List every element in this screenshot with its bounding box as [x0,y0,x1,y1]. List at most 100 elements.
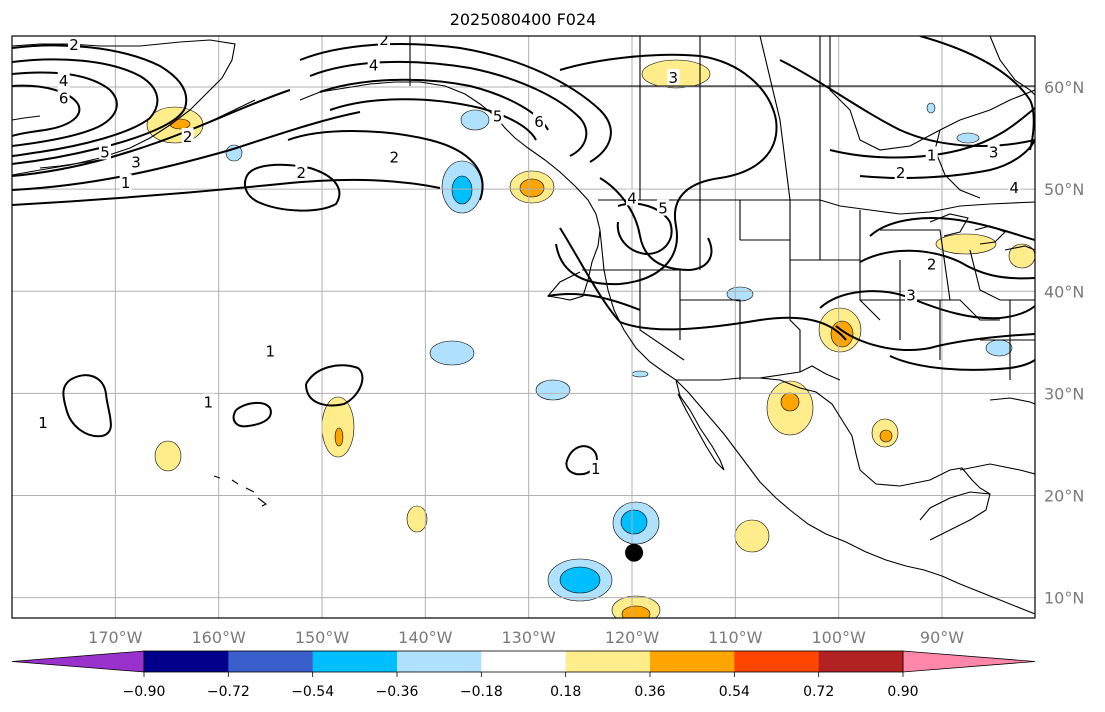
baja-california [675,379,725,471]
contour-label-bg [68,36,80,53]
colorbar-tick-label: 0.36 [634,684,665,700]
contour-line [243,163,341,212]
colorbar-segment [734,651,820,672]
map-frame [11,35,1036,619]
anomaly-region [451,175,473,205]
contour-label: 5 [658,200,668,218]
central-america [941,575,1035,615]
yucatan [919,491,991,541]
contour-label-bg [57,89,70,106]
anomaly-region [519,178,545,198]
contour-line [555,53,778,286]
contour-label: 6 [59,89,69,107]
contour-label-bg [589,459,602,476]
latitude-tick-label: 40°N [1044,282,1084,301]
anomaly-region [830,320,854,348]
latitude-tick-label: 20°N [1044,486,1084,505]
latitude-tick-label: 50°N [1044,180,1084,199]
contour-line [919,36,1035,151]
contour-line [12,58,159,157]
contour-label: 5 [100,143,110,161]
colorbar-segment [144,651,229,672]
colorbar-over-extension [902,650,1036,673]
contour-label-bg [491,107,504,124]
colorbar-segment [397,651,482,672]
contour-label-bg [925,146,938,163]
contour-label: 2 [69,36,79,54]
hawaii-islands [213,475,268,507]
contour-line [889,355,1035,371]
contour-line [869,217,1035,241]
contour-label: 4 [369,57,379,75]
contour-label-bg [264,342,277,359]
contour-label: 4 [59,72,69,90]
colorbar-segment [481,651,567,672]
contour-line [309,60,588,157]
chart-title: 2025080400 F024 [449,10,597,29]
contour-label: 2 [927,256,937,274]
latitude-tick-label: 30°N [1044,384,1084,403]
contour-line [819,290,1035,320]
contour-label-bg [667,68,680,85]
contour-label-bg [181,128,194,145]
anomaly-shading [146,59,1035,618]
contour-label-bg [130,153,142,170]
longitude-tick-label: 90°W [920,628,964,647]
contour-label-bg [533,112,545,129]
anomaly-region [985,339,1013,357]
contour-label-bg [905,286,917,303]
anomaly-region [460,109,490,131]
contour-label: 2 [297,164,307,182]
contour-label-bg [894,163,907,180]
contour-line [859,249,1035,280]
contour-line [12,178,441,206]
longitude-tick-label: 150°W [295,628,350,647]
colorbar-tick-label: −0.18 [460,684,503,700]
contour-label-bg [99,143,111,160]
james-bay [934,129,981,199]
labrador [989,36,1035,96]
anomaly-region [1008,243,1035,269]
contour-label: 1 [927,146,937,164]
contour-label-bg [295,163,308,180]
contour-label: 1 [38,414,48,432]
contour-label-bg [37,414,49,430]
canada-province-lines [560,36,1035,201]
contour-line [599,177,713,272]
contour-line [329,98,537,141]
contour-label: 2 [390,149,400,167]
anomaly-region [154,440,182,472]
colorbar-tick-label: −0.90 [123,684,166,700]
cuba [959,463,1035,475]
canada-us-border [598,199,1035,215]
contour-line [305,364,364,407]
gulf-of-mexico-coast [759,377,991,495]
colorbar: −0.90 −0.72 −0.54 −0.36 −0.18 0.18 0.36 0.54 0.7… [11,650,1036,700]
colorbar-segment [565,651,651,672]
anomaly-region [334,427,344,447]
contour-label: 4 [1010,179,1020,197]
contour-line [12,111,361,191]
anomaly-region [535,379,571,401]
contour-label: 2 [379,31,389,49]
anomaly-region [726,286,754,302]
axis-labels: 170°W 160°W 150°W 140°W 130°W 120°W 110°W 100°W… [88,78,1084,647]
longitude-tick-label: 130°W [501,628,556,647]
contour-label: 3 [906,286,916,304]
us-west-coast [599,229,943,577]
contour-label: 5 [493,108,503,126]
contour-label: 4 [627,189,637,207]
great-lakes [929,213,1035,251]
contour-line [616,202,673,256]
anomaly-region [621,605,651,618]
colorbar-segment [312,651,398,672]
colorbar-tick-label: −0.54 [291,684,334,700]
contour-label-bg [1008,179,1021,196]
latitude-tick-label: 60°N [1044,78,1084,97]
contour-line [12,84,81,137]
colorbar-tick-label: −0.72 [207,684,250,700]
contour-line [859,139,1035,179]
us-state-lines [582,200,1035,380]
contour-label-bg [626,189,638,206]
contour-label-bg [378,36,390,48]
